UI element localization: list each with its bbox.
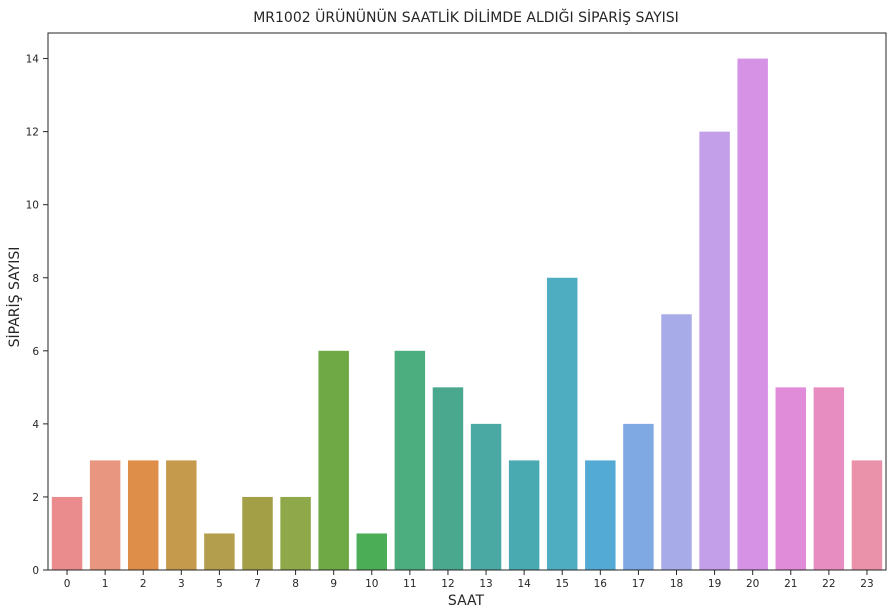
x-tick-label: 21 xyxy=(784,578,797,590)
y-tick-label: 0 xyxy=(32,565,39,577)
x-axis-label: SAAT xyxy=(448,593,485,609)
bars-group xyxy=(51,58,883,570)
x-tick-label: 9 xyxy=(330,578,337,590)
x-tick-label: 22 xyxy=(822,578,835,590)
bar-hour-20 xyxy=(737,58,768,570)
bar-hour-7 xyxy=(242,496,273,570)
bar-hour-1 xyxy=(89,460,121,570)
bar-hour-18 xyxy=(661,314,692,570)
bar-hour-5 xyxy=(204,533,235,570)
bar-hour-11 xyxy=(394,350,426,570)
x-tick-label: 10 xyxy=(365,578,378,590)
bar-hour-17 xyxy=(623,423,654,570)
y-axis-ticks: 0 2 4 6 8 10 12 14 xyxy=(26,54,48,577)
bar-hour-14 xyxy=(508,460,540,570)
x-tick-label: 1 xyxy=(102,578,109,590)
bar-hour-16 xyxy=(585,460,616,570)
bar-hour-8 xyxy=(280,496,311,570)
x-tick-label: 11 xyxy=(403,578,416,590)
chart-title: MR1002 ÜRÜNÜNÜN SAATLİK DİLİMDE ALDIĞI S… xyxy=(253,8,679,26)
bar-hour-23 xyxy=(851,460,883,570)
bar-hour-10 xyxy=(356,533,388,570)
y-tick-label: 8 xyxy=(32,273,39,285)
x-tick-label: 20 xyxy=(746,578,759,590)
x-axis-ticks: 0 1 2 3 5 7 8 9 10 11 12 13 14 15 16 17 18 19 20 21 22 23 xyxy=(64,570,874,590)
x-tick-label: 2 xyxy=(140,578,147,590)
x-tick-label: 7 xyxy=(254,578,261,590)
bar-hour-22 xyxy=(813,387,845,570)
bar-hour-15 xyxy=(546,277,578,570)
y-tick-label: 2 xyxy=(32,492,39,504)
x-tick-label: 0 xyxy=(64,578,71,590)
y-tick-label: 10 xyxy=(26,200,39,212)
y-tick-label: 6 xyxy=(32,346,39,358)
y-tick-label: 12 xyxy=(26,127,39,139)
bar-hour-0 xyxy=(51,496,83,570)
x-tick-label: 12 xyxy=(441,578,454,590)
x-tick-label: 15 xyxy=(556,578,569,590)
x-tick-label: 19 xyxy=(708,578,721,590)
bar-hour-12 xyxy=(432,387,464,570)
bar-hour-13 xyxy=(470,423,502,570)
bar-hour-3 xyxy=(166,460,197,570)
y-tick-label: 14 xyxy=(26,54,40,66)
x-tick-label: 23 xyxy=(860,578,873,590)
y-tick-label: 4 xyxy=(32,419,39,431)
x-tick-label: 17 xyxy=(632,578,645,590)
bar-hour-2 xyxy=(127,460,159,570)
plot-frame xyxy=(47,32,887,571)
x-tick-label: 3 xyxy=(178,578,185,590)
x-tick-label: 13 xyxy=(479,578,492,590)
x-tick-label: 5 xyxy=(216,578,223,590)
x-tick-label: 18 xyxy=(670,578,683,590)
bar-hour-21 xyxy=(775,387,807,570)
x-tick-label: 16 xyxy=(594,578,608,590)
bar-hour-9 xyxy=(318,350,349,570)
bar-hour-19 xyxy=(699,131,730,570)
y-axis-label: SİPARİŞ SAYISI xyxy=(5,247,23,348)
x-tick-label: 14 xyxy=(517,578,531,590)
x-tick-label: 8 xyxy=(292,578,299,590)
